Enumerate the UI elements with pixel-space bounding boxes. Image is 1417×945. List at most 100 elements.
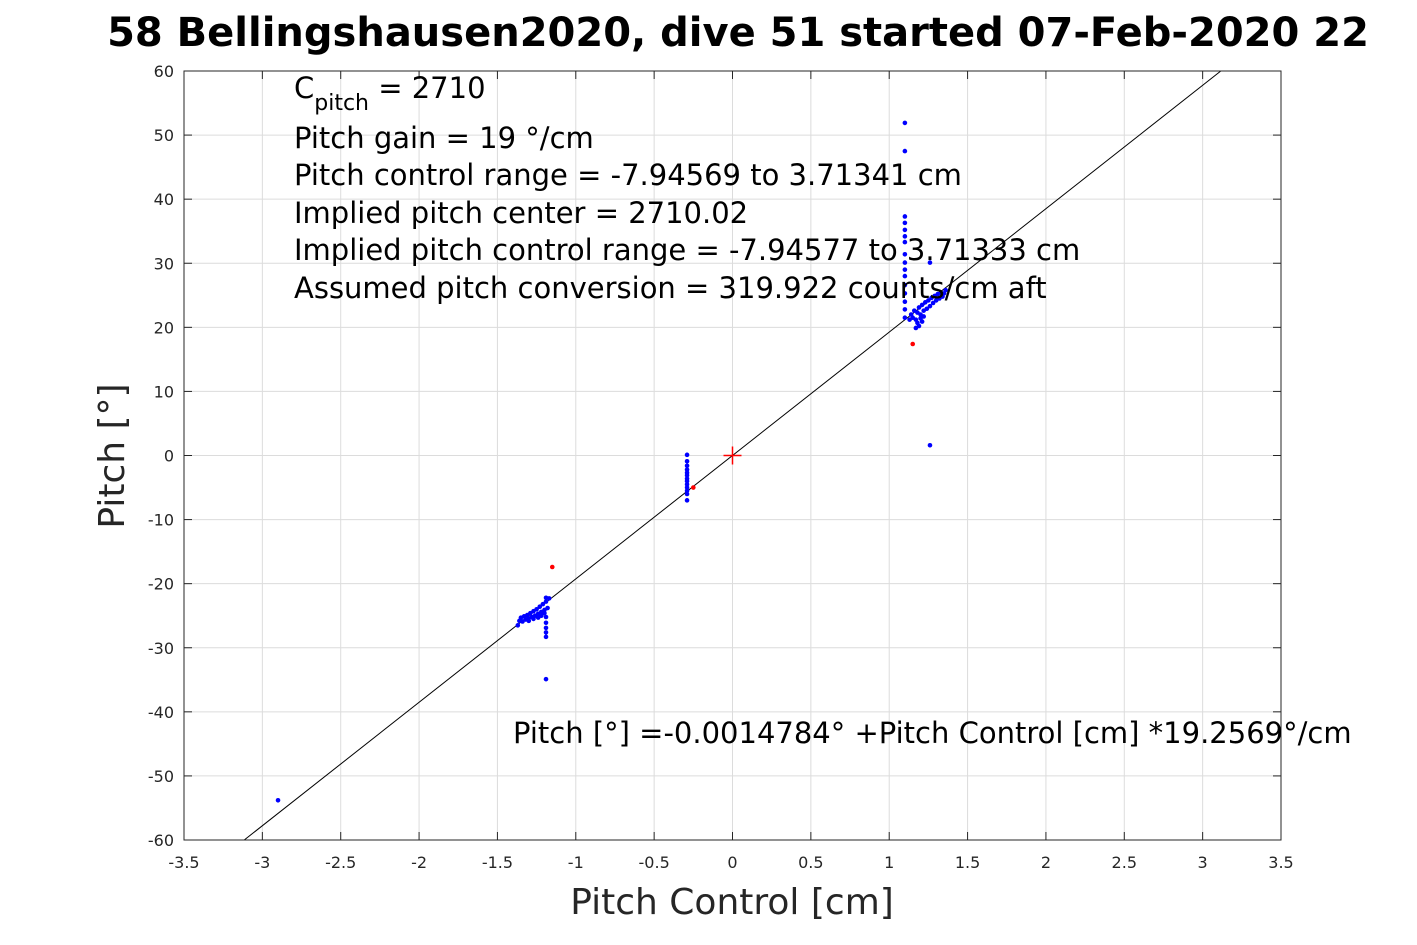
x-tick-label: 1.5 [955, 853, 980, 872]
data-point [902, 273, 908, 279]
data-point [543, 614, 549, 620]
x-tick-label: -1.5 [482, 853, 513, 872]
data-point [943, 287, 948, 293]
data-point [543, 599, 549, 604]
center-marker [723, 446, 742, 465]
data-point [902, 234, 908, 239]
data-point [910, 341, 916, 347]
x-tick-label: -0.5 [639, 853, 670, 872]
data-point [902, 120, 908, 126]
y-tick-label: 30 [154, 254, 174, 273]
data-point [549, 564, 555, 570]
y-tick-label: -20 [148, 575, 174, 594]
x-tick-label: -3 [254, 853, 270, 872]
y-tick-label: -50 [148, 767, 174, 786]
x-tick-label: -1 [568, 853, 584, 872]
annotation-pitch-gain: Pitch gain = 19 °/cm [294, 121, 594, 155]
x-tick-label: -3.5 [168, 853, 199, 872]
data-point [543, 634, 549, 640]
data-point [543, 620, 549, 626]
data-point [902, 260, 908, 265]
data-point [684, 491, 690, 497]
data-point [275, 797, 281, 803]
data-point [684, 485, 690, 490]
data-point [902, 220, 908, 226]
annotation-implied-center: Implied pitch center = 2710.02 [294, 196, 748, 230]
c-pitch-main: C [294, 71, 314, 105]
data-point [543, 595, 549, 601]
data-point [927, 260, 933, 265]
data-point [684, 488, 690, 494]
data-point [537, 604, 543, 610]
y-tick-label: -40 [148, 703, 174, 722]
x-tick-label: 0 [727, 853, 737, 872]
annotation-conversion: Assumed pitch conversion = 319.922 count… [294, 271, 1047, 305]
data-point [684, 458, 690, 464]
data-point [684, 482, 690, 487]
data-point [921, 314, 926, 319]
x-tick-label: 2 [1041, 853, 1051, 872]
x-tick-label: -2.5 [325, 853, 356, 872]
data-point [902, 299, 908, 305]
fit-equation: Pitch [°] =-0.0014784° +Pitch Control [c… [513, 716, 1352, 750]
data-point [543, 625, 549, 631]
y-tick-label: -10 [148, 511, 174, 530]
data-point [902, 315, 908, 321]
x-tick-label: 3.5 [1268, 853, 1293, 872]
y-tick-label: -30 [148, 639, 174, 658]
data-point [902, 148, 908, 154]
data-point [684, 467, 690, 472]
data-point [684, 498, 690, 503]
data-point [542, 610, 547, 616]
data-point [902, 307, 908, 312]
data-point [902, 267, 908, 272]
data-point [919, 319, 925, 324]
data-point [539, 613, 544, 619]
annotation-implied-range: Implied pitch control range = -7.94577 t… [294, 233, 1080, 267]
y-tick-label: 60 [154, 62, 174, 81]
x-tick-label: -2 [411, 853, 427, 872]
data-point [684, 473, 690, 478]
y-tick-labels: 60 50 40 30 20 10 0 -10 -20 -30 -40 -50 -60 [148, 62, 1281, 850]
y-tick-label: 50 [154, 126, 174, 145]
data-point [545, 605, 550, 611]
data-point [531, 616, 536, 622]
data-point [515, 623, 521, 628]
annotation-block: Cpitch = 2710 Pitch gain = 19 °/cm Pitch… [294, 71, 1080, 305]
data-point [924, 306, 930, 312]
data-point [684, 452, 690, 458]
y-tick-label: -60 [148, 831, 174, 850]
data-point [927, 303, 933, 309]
data-point [930, 300, 936, 306]
data-point [919, 302, 925, 308]
data-point [902, 239, 908, 245]
x-tick-label: 3 [1198, 853, 1208, 872]
data-point [916, 323, 922, 329]
data-point [526, 618, 532, 624]
y-axis-label: Pitch [°] [92, 383, 133, 528]
data-point [902, 291, 908, 296]
x-axis-label: Pitch Control [cm] [570, 882, 894, 923]
y-tick-label: 10 [154, 382, 174, 401]
grid [183, 70, 1282, 841]
data-point [902, 282, 908, 288]
data-point [684, 463, 690, 469]
x-tick-label: 0.5 [798, 853, 823, 872]
data-point [691, 485, 696, 490]
data-point [540, 601, 546, 607]
data-point [902, 251, 908, 257]
data-point [543, 630, 549, 635]
chart-title: 58 Bellingshausen2020, dive 51 started 0… [107, 10, 1369, 56]
data-point [926, 298, 931, 303]
y-tick-label: 20 [154, 318, 174, 337]
data-point [902, 227, 908, 233]
x-tick-labels: -3.5 -3 -2.5 -2 -1.5 -1 -0.5 0 0.5 1 1.5 2 2.5 3 3.5 [168, 71, 1294, 872]
y-tick-label: 0 [164, 447, 174, 466]
c-pitch-subscript: pitch [314, 91, 369, 116]
annotation-control-range: Pitch control range = -7.94569 to 3.7134… [294, 158, 962, 192]
data-points [275, 120, 948, 803]
data-point [534, 607, 539, 612]
x-tick-label: 2.5 [1112, 853, 1137, 872]
x-tick-label: 1 [884, 853, 894, 872]
